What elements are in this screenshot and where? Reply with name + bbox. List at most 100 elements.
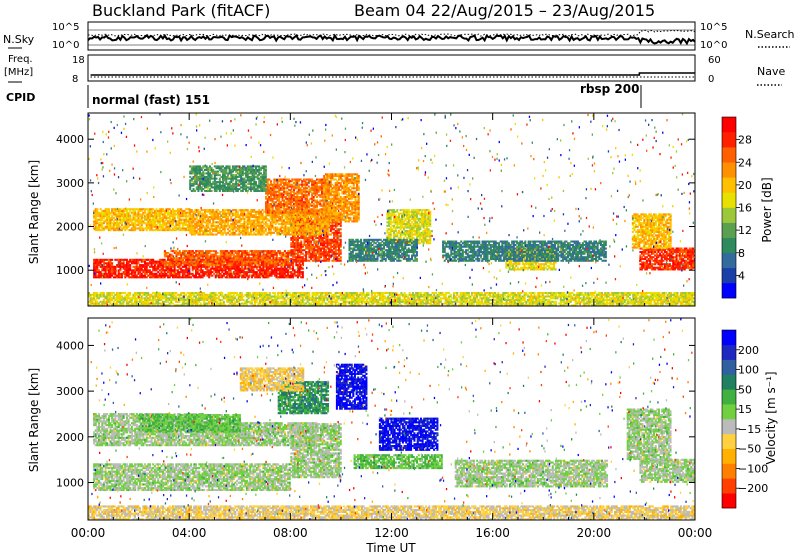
heatmap-cell bbox=[160, 271, 163, 274]
heatmap-cell bbox=[326, 252, 329, 255]
heatmap-cell bbox=[173, 216, 176, 219]
heatmap-cell bbox=[321, 242, 324, 245]
heatmap-cell bbox=[262, 258, 265, 261]
heatmap-cell bbox=[199, 217, 202, 220]
heatmap-cell bbox=[112, 227, 115, 230]
heatmap-cell bbox=[173, 274, 176, 277]
heatmap-cell bbox=[328, 176, 331, 179]
heatmap-cell bbox=[320, 194, 323, 197]
heatmap-cell bbox=[333, 185, 336, 188]
heatmap-cell bbox=[121, 274, 124, 277]
cpid-segment-normal: normal (fast) 151 bbox=[92, 93, 210, 107]
heatmap-cell bbox=[262, 274, 265, 277]
heatmap-cell bbox=[305, 238, 308, 241]
heatmap-cell bbox=[210, 233, 213, 236]
heatmap-cell bbox=[307, 233, 310, 236]
heatmap-cell bbox=[142, 260, 145, 263]
heatmap-cell bbox=[324, 215, 327, 218]
heatmap-cell bbox=[122, 265, 125, 268]
heatmap-cell bbox=[270, 206, 273, 209]
heatmap-cell bbox=[328, 208, 331, 211]
heatmap-cell bbox=[274, 251, 277, 254]
heatmap-cell bbox=[98, 274, 101, 277]
heatmap-cell bbox=[205, 253, 208, 256]
heatmap-cell bbox=[336, 220, 339, 223]
heatmap-cell bbox=[322, 180, 325, 183]
heatmap-cell bbox=[277, 228, 280, 231]
freq-tick-top: 18 bbox=[72, 55, 85, 66]
heatmap-cell bbox=[181, 222, 184, 225]
heatmap-cell bbox=[271, 206, 274, 209]
heatmap-cell bbox=[328, 175, 331, 178]
heatmap-cell bbox=[273, 217, 276, 220]
heatmap-cell bbox=[198, 251, 201, 254]
heatmap-cell bbox=[273, 197, 276, 200]
heatmap-cell bbox=[259, 217, 262, 220]
heatmap-cell bbox=[175, 276, 178, 279]
heatmap-cell bbox=[219, 258, 222, 261]
heatmap-cell bbox=[218, 276, 221, 279]
heatmap-cell bbox=[292, 235, 295, 238]
heatmap-cell bbox=[311, 180, 314, 183]
heatmap-cell bbox=[329, 233, 332, 236]
heatmap-cell bbox=[302, 217, 305, 220]
heatmap-cell bbox=[281, 217, 284, 220]
heatmap-cell bbox=[140, 229, 143, 232]
heatmap-cell bbox=[296, 264, 299, 267]
heatmap-cell bbox=[260, 257, 263, 260]
heatmap-cell bbox=[331, 252, 334, 255]
heatmap-cell bbox=[304, 219, 307, 222]
heatmap-cell bbox=[256, 217, 259, 220]
heatmap-cell bbox=[275, 260, 278, 263]
heatmap-cell bbox=[320, 221, 323, 224]
heatmap-cell bbox=[329, 228, 332, 231]
heatmap-cell bbox=[207, 230, 210, 233]
heatmap-cell bbox=[101, 225, 104, 228]
heatmap-cell bbox=[219, 250, 222, 253]
heatmap-cell bbox=[331, 178, 334, 181]
heatmap-cell bbox=[270, 199, 273, 202]
heatmap-cell bbox=[122, 211, 125, 214]
heatmap-cell bbox=[170, 274, 173, 277]
heatmap-cell bbox=[99, 208, 102, 211]
heatmap-cell bbox=[210, 223, 213, 226]
heatmap-cell bbox=[172, 218, 175, 221]
heatmap-cell bbox=[292, 221, 295, 224]
heatmap-cell bbox=[317, 221, 320, 224]
heatmap-cell bbox=[325, 224, 328, 227]
heatmap-cell bbox=[231, 276, 234, 279]
heatmap-cell bbox=[300, 271, 303, 274]
heatmap-cell bbox=[325, 223, 328, 226]
heatmap-cell bbox=[293, 189, 296, 192]
heatmap-cell bbox=[147, 269, 150, 272]
heatmap-cell bbox=[147, 271, 150, 274]
heatmap-cell bbox=[258, 226, 261, 229]
heatmap-cell bbox=[231, 228, 234, 231]
heatmap-cell bbox=[264, 230, 267, 233]
heatmap-cell bbox=[172, 223, 175, 226]
heatmap-cell bbox=[220, 226, 223, 229]
heatmap-cell bbox=[122, 218, 125, 221]
heatmap-cell bbox=[321, 240, 324, 243]
heatmap-cell bbox=[238, 230, 241, 233]
heatmap-cell bbox=[310, 252, 313, 255]
heatmap-cell bbox=[339, 252, 342, 255]
heatmap-cell bbox=[316, 183, 319, 186]
heatmap-cell bbox=[333, 233, 336, 236]
heatmap-cell bbox=[320, 189, 323, 192]
heatmap-cell bbox=[204, 212, 207, 215]
heatmap-cell bbox=[195, 216, 198, 219]
heatmap-cell bbox=[93, 216, 96, 219]
heatmap-cell bbox=[203, 272, 206, 275]
heatmap-cell bbox=[253, 221, 256, 224]
heatmap-cell bbox=[215, 212, 218, 215]
heatmap-cell bbox=[253, 231, 256, 234]
heatmap-cell bbox=[292, 254, 295, 257]
heatmap-cell bbox=[173, 225, 176, 228]
heatmap-cell bbox=[306, 204, 309, 207]
heatmap-cell bbox=[306, 259, 309, 262]
heatmap-cell bbox=[328, 209, 331, 212]
heatmap-cell bbox=[243, 221, 246, 224]
heatmap-cell bbox=[234, 264, 237, 267]
heatmap-cell bbox=[204, 271, 207, 274]
